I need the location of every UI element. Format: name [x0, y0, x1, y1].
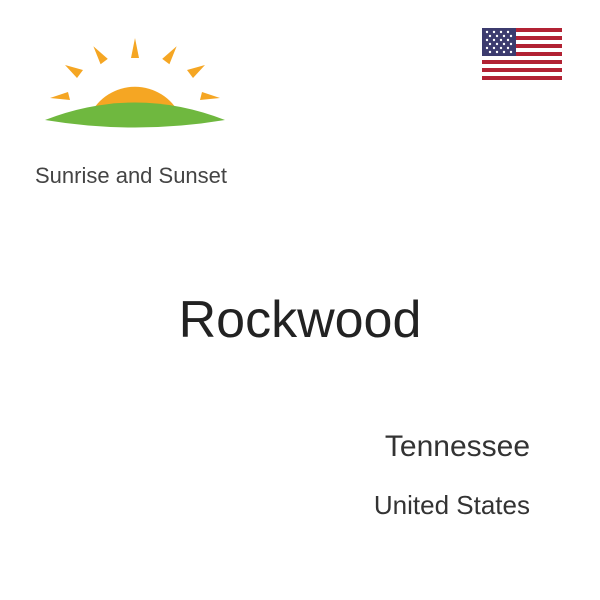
region-name: Tennessee — [385, 430, 530, 464]
sunrise-logo-icon — [35, 20, 235, 150]
country-name: United States — [374, 490, 530, 521]
city-name: Rockwood — [179, 290, 422, 350]
logo-area: Sunrise and Sunset — [35, 20, 235, 189]
us-flag-icon — [482, 28, 562, 80]
tagline: Sunrise and Sunset — [35, 163, 235, 189]
